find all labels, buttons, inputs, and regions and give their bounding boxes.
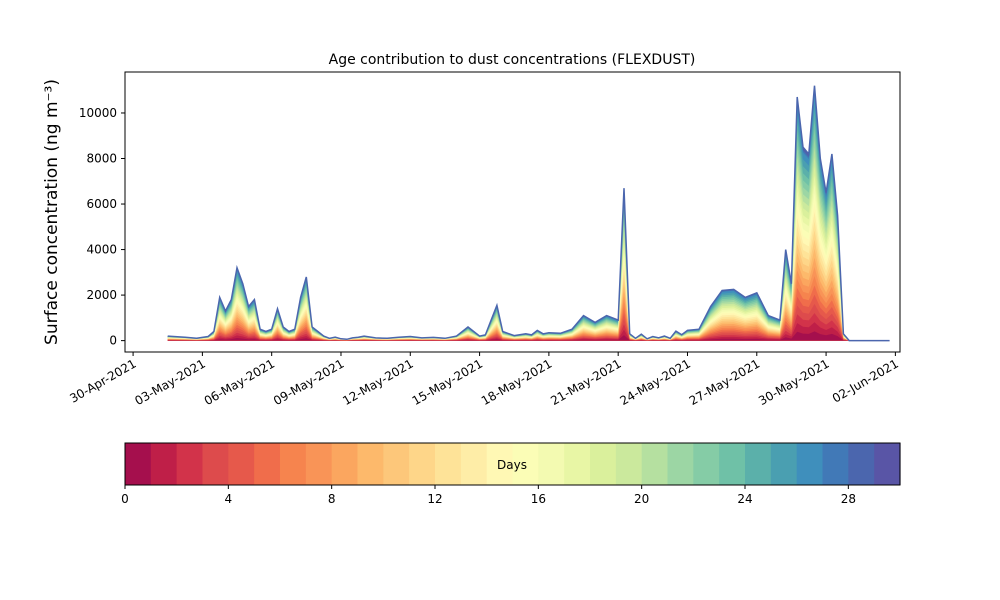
x-tick-label: 18-May-2021 <box>479 356 554 408</box>
colorbar-swatch <box>693 443 720 485</box>
colorbar-swatch <box>822 443 849 485</box>
plot-area <box>167 85 890 342</box>
chart-title: Age contribution to dust concentrations … <box>329 52 696 68</box>
colorbar-swatch <box>719 443 746 485</box>
x-tick-label: 03-May-2021 <box>132 356 207 408</box>
colorbar: 0 4 8 12 16 20 24 28 <box>121 442 901 506</box>
colorbar-tick-label: 8 <box>328 492 336 506</box>
colorbar-swatch <box>745 443 772 485</box>
colorbar-swatch <box>486 443 514 485</box>
x-tick-label: 30-Apr-2021 <box>67 356 138 405</box>
plot-frame <box>124 71 901 353</box>
colorbar-swatch <box>357 443 384 485</box>
colorbar-swatch <box>538 443 565 485</box>
x-tick-label: 30-May-2021 <box>756 356 831 408</box>
colorbar-tick-label: 4 <box>225 492 233 506</box>
colorbar-swatch <box>383 443 410 485</box>
colorbar-tick-label: 28 <box>841 492 856 506</box>
colorbar-swatch <box>150 443 178 485</box>
y-tick-label: 0 <box>109 334 117 348</box>
colorbar-label: Days <box>497 458 527 472</box>
colorbar-swatch <box>564 443 591 485</box>
colorbar-swatch <box>641 443 669 485</box>
colorbar-swatch <box>848 443 875 485</box>
colorbar-swatch <box>435 443 462 485</box>
colorbar-swatch <box>331 443 359 485</box>
colorbar-swatch <box>228 443 255 485</box>
colorbar-swatch <box>770 443 798 485</box>
colorbar-swatch <box>280 443 307 485</box>
x-axis: 30-Apr-202103-May-202106-May-202109-May-… <box>67 352 901 408</box>
x-tick-label: 06-May-2021 <box>202 356 277 408</box>
colorbar-swatch <box>590 443 617 485</box>
colorbar-tick-label: 12 <box>427 492 442 506</box>
colorbar-swatch <box>254 443 281 485</box>
y-axis: 0 2000 4000 6000 8000 10000 <box>79 106 125 348</box>
x-tick-label: 24-May-2021 <box>617 356 692 408</box>
y-tick-label: 2000 <box>86 288 117 302</box>
colorbar-tick-label: 16 <box>531 492 546 506</box>
colorbar-swatch <box>667 443 694 485</box>
colorbar-swatch <box>125 443 152 485</box>
colorbar-swatch <box>176 443 204 485</box>
x-tick-label: 15-May-2021 <box>410 356 485 408</box>
colorbar-tick-label: 24 <box>737 492 752 506</box>
total-concentration-line <box>167 85 890 342</box>
colorbar-swatch <box>305 443 333 485</box>
x-tick-label: 27-May-2021 <box>687 356 762 408</box>
colorbar-swatch <box>460 443 488 485</box>
x-tick-label: 02-Jun-2021 <box>830 356 901 405</box>
colorbar-swatch <box>409 443 436 485</box>
x-tick-label: 12-May-2021 <box>340 356 415 408</box>
colorbar-swatch <box>796 443 824 485</box>
y-tick-label: 10000 <box>79 106 117 120</box>
y-tick-label: 6000 <box>86 197 117 211</box>
y-tick-label: 4000 <box>86 243 117 257</box>
colorbar-swatch <box>615 443 643 485</box>
colorbar-swatch <box>874 443 901 485</box>
x-tick-label: 09-May-2021 <box>271 356 346 408</box>
colorbar-tick-label: 0 <box>121 492 129 506</box>
colorbar-swatch <box>512 443 539 485</box>
colorbar-frame <box>124 442 901 486</box>
x-tick-label: 21-May-2021 <box>548 356 623 408</box>
age-layer-0-days <box>167 331 890 341</box>
y-tick-label: 8000 <box>86 152 117 166</box>
y-axis-label: Surface concentration (ng m⁻³) <box>42 79 62 345</box>
colorbar-swatch <box>202 443 229 485</box>
colorbar-tick-label: 20 <box>634 492 649 506</box>
